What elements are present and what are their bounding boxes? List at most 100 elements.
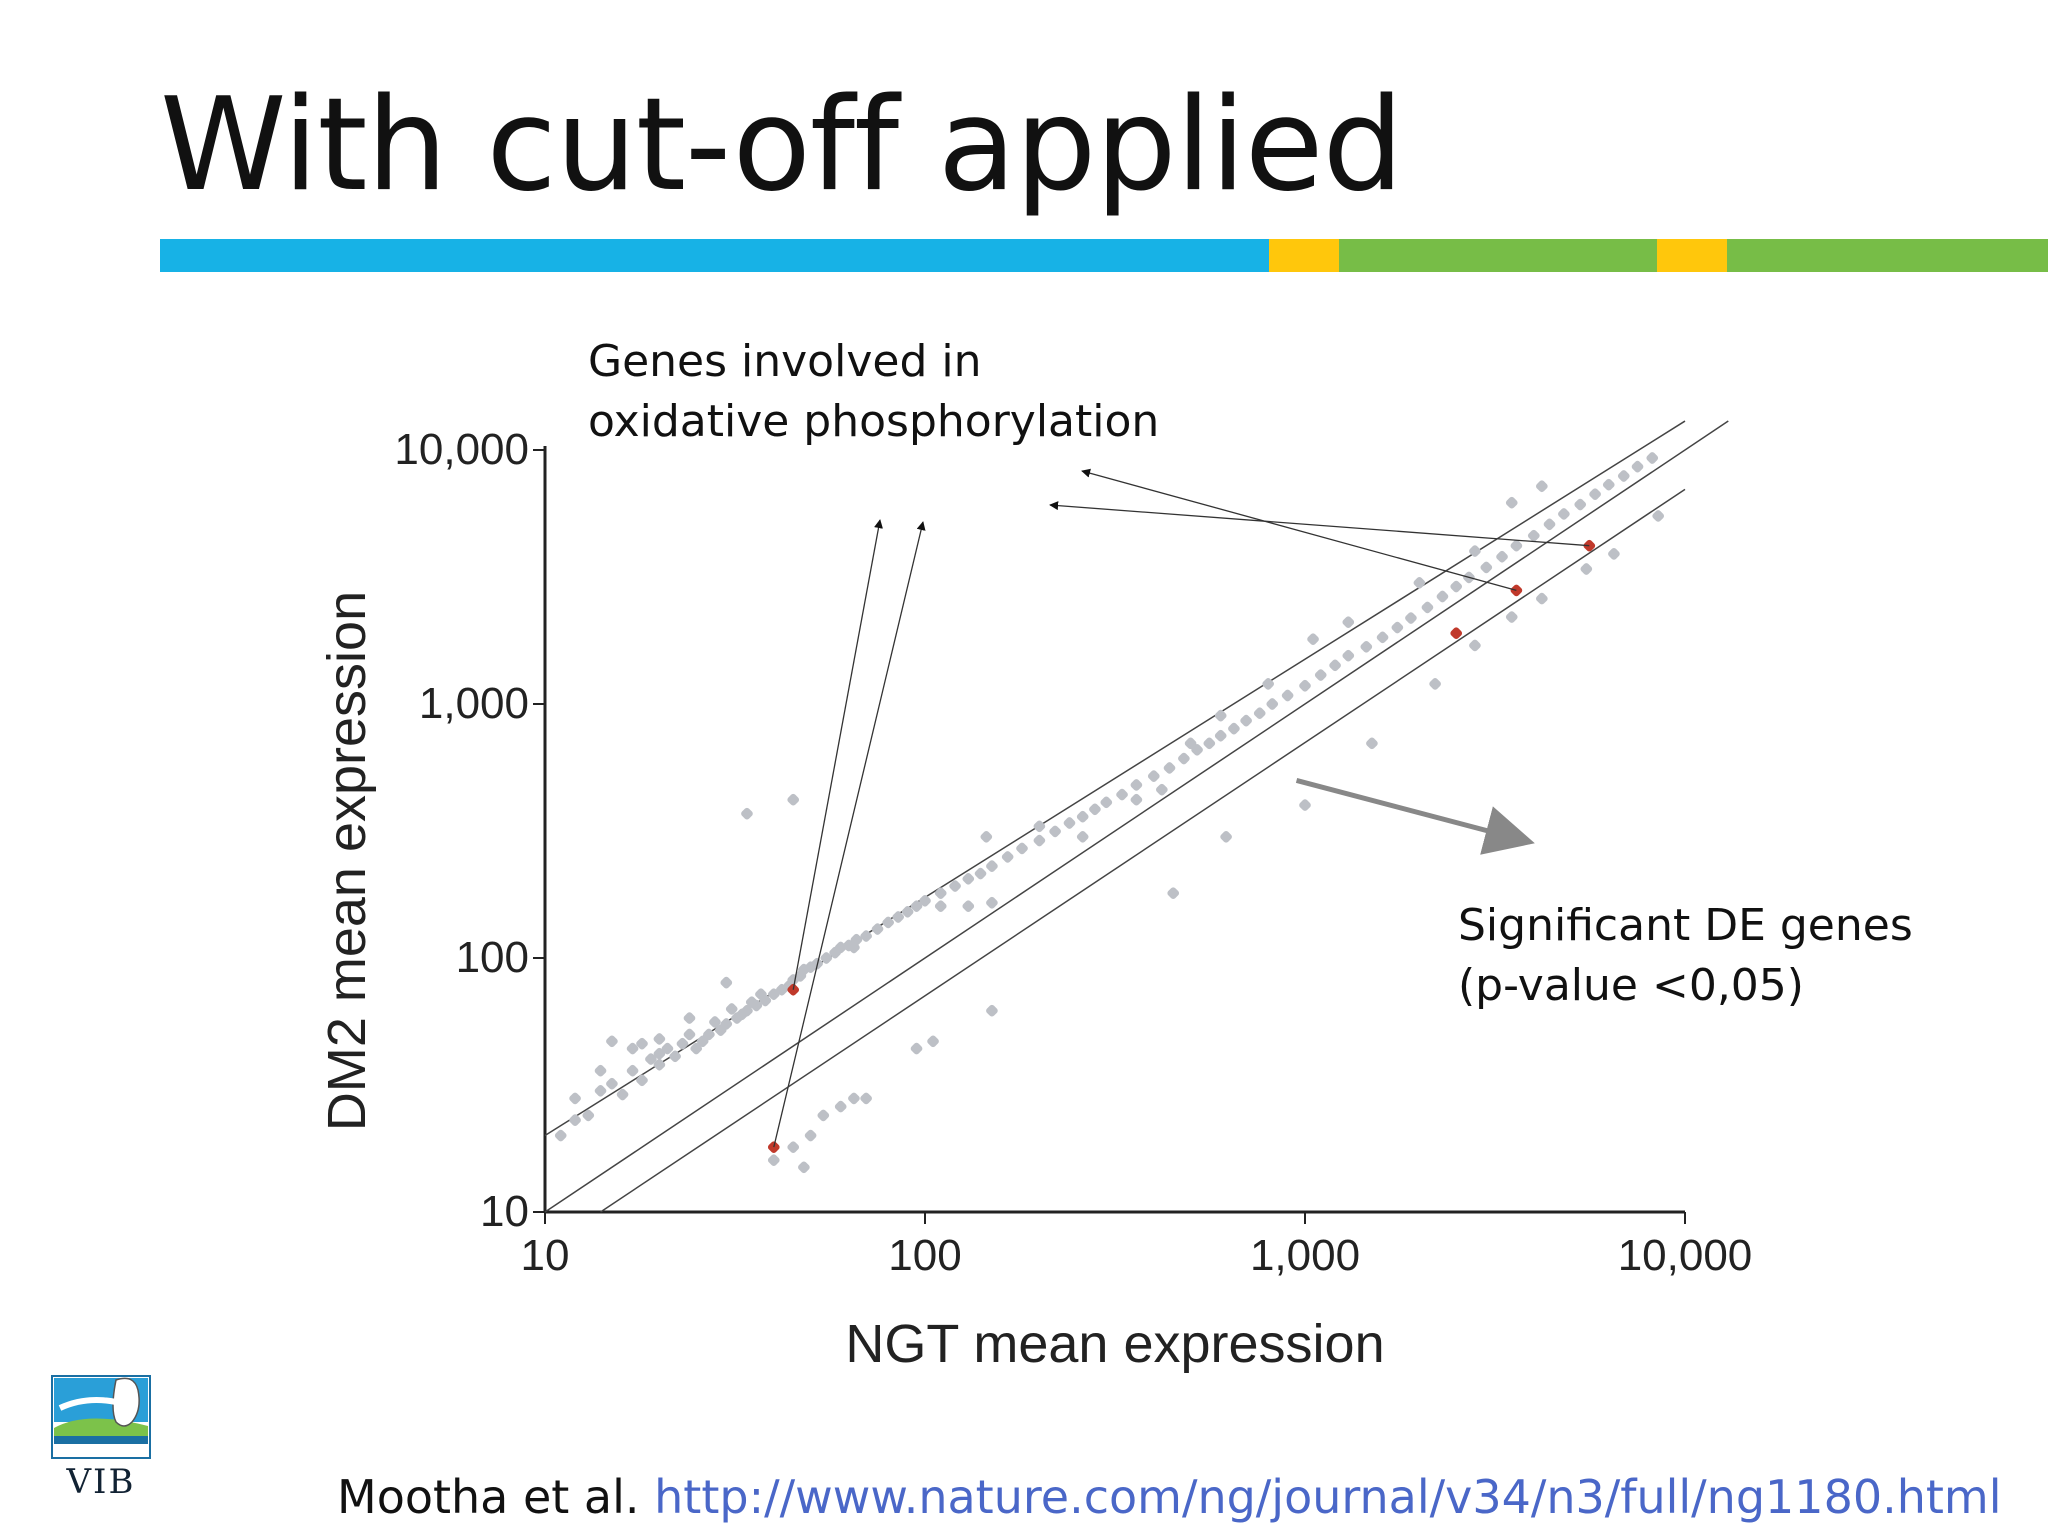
significant-point [616, 1088, 629, 1101]
significant-point [1536, 592, 1548, 605]
significant-point [669, 1050, 681, 1063]
significant-point [1436, 590, 1449, 603]
significant-point [804, 1129, 817, 1142]
significant-point [594, 1064, 607, 1077]
significant-point [901, 905, 914, 918]
oxphos-annotation-arrow [792, 519, 883, 990]
significant-point [1100, 796, 1113, 809]
significant-point [798, 1161, 810, 1174]
significant-point [1228, 722, 1240, 735]
significant-point [1033, 834, 1046, 847]
significant-point [1342, 649, 1355, 662]
significant-point [1360, 640, 1373, 653]
significant-point [1376, 631, 1389, 644]
title-bar-segment [1657, 239, 1727, 272]
significant-point [653, 1047, 666, 1060]
significant-point [910, 900, 923, 912]
significant-point [910, 1042, 923, 1055]
significant-point [1405, 612, 1417, 624]
slide-title: With cut-off applied [160, 71, 1404, 220]
significant-point [986, 896, 998, 909]
significant-point [1184, 737, 1197, 750]
significant-point [569, 1114, 581, 1126]
significant-point [569, 1092, 581, 1105]
significant-point [1469, 545, 1481, 557]
significant-point [1163, 762, 1176, 774]
significant-point [720, 976, 733, 989]
significant-point [1505, 611, 1518, 623]
citation-link[interactable]: http://www.nature.com/ng/journal/v34/n3/… [654, 1470, 2002, 1524]
significant-point [1220, 830, 1232, 843]
significant-point [1016, 842, 1028, 855]
significant-point [1543, 518, 1556, 531]
significant-point [661, 1042, 674, 1055]
significant-point [1147, 770, 1160, 782]
significant-point [962, 872, 975, 885]
x-tick-label: 100 [888, 1231, 961, 1280]
significant-point [1602, 478, 1615, 491]
y-tick-label: 1,000 [419, 679, 529, 728]
significant-point [949, 880, 961, 892]
significant-point [871, 923, 884, 935]
significant-point [1480, 561, 1493, 574]
significant-point [741, 807, 753, 820]
significant-point [767, 1154, 780, 1166]
significant-point [974, 867, 987, 880]
de-genes-annotation-line2: (p-value <0,05) [1458, 960, 1804, 1011]
significant-point [1608, 548, 1620, 560]
reference-line-equality [544, 420, 1729, 1213]
significant-point [1505, 496, 1518, 509]
significant-point [725, 1003, 738, 1015]
significant-point [1652, 510, 1665, 522]
significant-point [1203, 737, 1216, 750]
significant-point [1429, 678, 1441, 690]
x-tick-label: 10 [521, 1231, 570, 1280]
y-axis-label: DM2 mean expression [317, 591, 377, 1131]
significant-point [653, 1033, 666, 1045]
significant-point [787, 793, 800, 806]
significant-point [1281, 689, 1294, 702]
title-bar-segment [160, 239, 1269, 272]
significant-point [1646, 452, 1659, 464]
significant-point [848, 1092, 860, 1105]
significant-point [1156, 783, 1168, 796]
significant-point [1240, 714, 1252, 727]
significant-point [1299, 679, 1311, 692]
significant-point [653, 1058, 666, 1071]
significant-point [1329, 659, 1341, 672]
significant-point [759, 994, 772, 1007]
title-bar-segment [1339, 239, 1657, 272]
significant-point [606, 1077, 618, 1090]
de-genes-annotation-line1: Significant DE genes [1458, 900, 1913, 951]
significant-point [1299, 799, 1311, 811]
significant-point [934, 887, 947, 899]
significant-point [1421, 601, 1434, 614]
significant-point [690, 1042, 703, 1055]
significant-point [1033, 820, 1046, 833]
significant-point [787, 1141, 800, 1153]
significant-point [750, 999, 763, 1012]
significant-point [934, 900, 947, 912]
significant-point [919, 894, 931, 907]
reference-line-lower-cut-off [600, 488, 1686, 1213]
significant-point [676, 1037, 689, 1050]
significant-point [554, 1129, 567, 1142]
significant-point [1536, 480, 1548, 493]
significant-point [860, 1092, 872, 1105]
significant-point [1617, 470, 1630, 482]
significant-point [1413, 576, 1426, 589]
oxphos-annotation-arrow [1049, 501, 1590, 547]
oxphos-annotation-arrow [773, 521, 926, 1148]
significant-point [720, 1018, 733, 1030]
significant-point [1527, 529, 1540, 542]
significant-point [1631, 460, 1644, 473]
vib-logo-text: VIB [66, 1462, 136, 1502]
significant-point [1469, 639, 1481, 652]
significant-point [1130, 779, 1143, 791]
y-tick-label: 10,000 [394, 425, 529, 474]
oxphos-annotation: Genes involved in oxidative phosphorylat… [588, 332, 1159, 452]
x-axis-label: NGT mean expression [845, 1314, 1384, 1374]
significant-point [1001, 851, 1014, 863]
significant-point [1262, 678, 1275, 690]
significant-point [626, 1042, 639, 1055]
